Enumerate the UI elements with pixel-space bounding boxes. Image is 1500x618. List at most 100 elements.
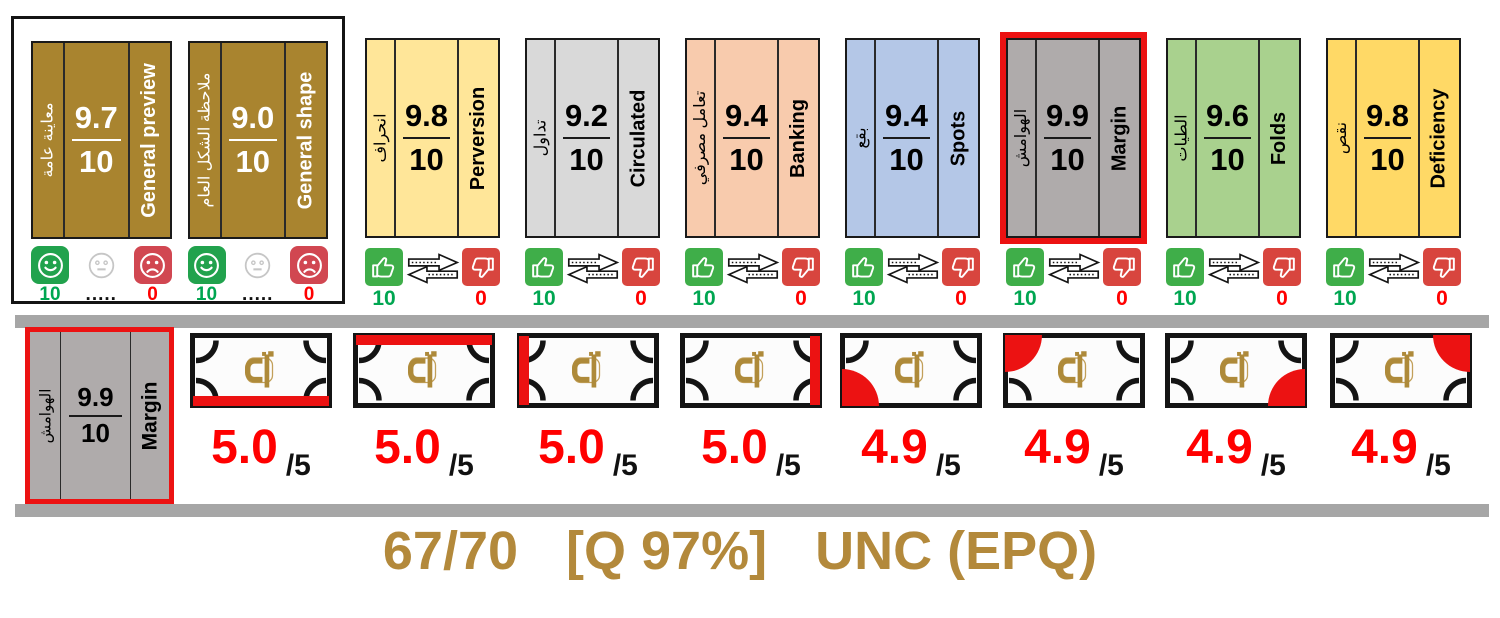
thumb-up-icon[interactable] bbox=[365, 248, 403, 286]
edge-score: 4.9 /5 bbox=[1330, 424, 1472, 481]
edge-score: 4.9 /5 bbox=[1165, 424, 1307, 481]
arabic-label: تعامل مصرفي bbox=[692, 90, 710, 186]
swap-arrows-icon bbox=[565, 247, 621, 287]
score-value: 9.4 bbox=[724, 98, 769, 134]
banknote-icon-top-edge bbox=[353, 333, 495, 408]
thumb-rating-scale bbox=[1166, 247, 1301, 287]
thumb-rating-scale bbox=[1326, 247, 1461, 287]
edge-score-denominator: /5 bbox=[1425, 449, 1451, 482]
thumb-up-icon[interactable] bbox=[685, 248, 723, 286]
thumb-down-icon[interactable] bbox=[1423, 248, 1461, 286]
face-rating-scale bbox=[187, 246, 328, 284]
thumb-scale-values: 10 0 bbox=[365, 287, 500, 311]
section-divider-bar bbox=[15, 315, 1489, 328]
score-fraction: 9.9 10 bbox=[61, 381, 130, 449]
thumb-up-icon[interactable] bbox=[525, 248, 563, 286]
scale-min-label: 0 bbox=[303, 284, 315, 305]
cbi-logo-icon bbox=[565, 348, 611, 394]
scale-max-label: 10 bbox=[692, 287, 716, 310]
scale-min-label: 0 bbox=[147, 284, 158, 305]
score-max: 10 bbox=[409, 142, 444, 177]
score-max: 10 bbox=[569, 142, 604, 177]
score-value: 9.0 bbox=[231, 100, 275, 136]
edge-score-value: 4.9 bbox=[1024, 421, 1091, 474]
happy-face-icon[interactable] bbox=[187, 246, 226, 284]
score-fraction: 9.4 10 bbox=[716, 98, 777, 177]
scale-min-label: 0 bbox=[1436, 287, 1448, 310]
score-value: 9.7 bbox=[74, 100, 118, 136]
arabic-label: معاينة عامة bbox=[40, 102, 58, 178]
score-max: 10 bbox=[235, 144, 270, 179]
criterion-deficiency: نقص 9.8 10 Deficiency 10 0 bbox=[1326, 38, 1461, 311]
thumb-down-icon[interactable] bbox=[1263, 248, 1301, 286]
scale-min-label: 0 bbox=[955, 287, 967, 310]
thumb-up-icon[interactable] bbox=[1166, 248, 1204, 286]
fraction-divider bbox=[228, 139, 277, 141]
thumb-up-icon[interactable] bbox=[1006, 248, 1044, 286]
arabic-label: ملاحظة الشكل العام bbox=[196, 72, 214, 208]
scale-min-label: 0 bbox=[475, 287, 487, 310]
margin-reference-card: الهوامش 9.9 10 Margin bbox=[25, 327, 174, 504]
sad-face-icon[interactable] bbox=[133, 246, 172, 284]
english-label: General preview bbox=[138, 62, 160, 218]
banknote-icon-bottom-right-corner bbox=[1165, 333, 1307, 408]
margin-mark bbox=[810, 336, 820, 405]
score-max: 10 bbox=[1050, 142, 1085, 177]
card-circulated: تداول 9.2 10 Circulated bbox=[525, 38, 660, 238]
score-fraction: 9.7 10 bbox=[65, 100, 128, 179]
edge-score-denominator: /5 bbox=[285, 449, 311, 482]
thumb-rating-scale bbox=[845, 247, 980, 287]
fraction-divider bbox=[883, 137, 930, 139]
arabic-label: بقع bbox=[852, 127, 870, 149]
neutral-face-icon[interactable] bbox=[82, 246, 120, 284]
score-fraction: 9.8 10 bbox=[396, 98, 457, 177]
card-general-shape: ملاحظة الشكل العام 9.0 10 General shape bbox=[187, 41, 328, 239]
sad-face-icon[interactable] bbox=[290, 246, 328, 284]
scale-min-label: 0 bbox=[1276, 287, 1288, 310]
thumb-rating-scale bbox=[525, 247, 660, 287]
edge-score-denominator: /5 bbox=[448, 449, 474, 482]
swap-arrows-icon bbox=[885, 247, 941, 287]
fraction-divider bbox=[69, 414, 122, 417]
scale-min-label: 0 bbox=[1116, 287, 1128, 310]
banknote-icon-left-edge bbox=[517, 333, 659, 408]
thumb-scale-values: 10 0 bbox=[845, 287, 980, 311]
score-value: 9.6 bbox=[1205, 98, 1250, 134]
fraction-divider bbox=[1204, 137, 1251, 139]
neutral-face-icon[interactable] bbox=[239, 246, 277, 284]
banknote-icon-right-edge bbox=[680, 333, 822, 408]
thumb-up-icon[interactable] bbox=[845, 248, 883, 286]
score-max: 10 bbox=[1210, 142, 1245, 177]
score-value: 9.9 bbox=[77, 381, 114, 412]
edge-score: 4.9 /5 bbox=[840, 424, 982, 481]
cbi-logo-icon bbox=[238, 348, 284, 394]
edge-score-value: 5.0 bbox=[701, 421, 768, 474]
thumb-up-icon[interactable] bbox=[1326, 248, 1364, 286]
english-label: Deficiency bbox=[1428, 87, 1450, 189]
thumb-down-icon[interactable] bbox=[462, 248, 500, 286]
edge-score-denominator: /5 bbox=[1098, 449, 1124, 482]
criterion-spots: بقع 9.4 10 Spots 10 0 bbox=[845, 38, 980, 311]
scale-max-label: 10 bbox=[532, 287, 556, 310]
card-margin-highlighted: الهوامش 9.9 10 Margin bbox=[1006, 38, 1141, 238]
thumb-down-icon[interactable] bbox=[1103, 248, 1141, 286]
arabic-label: نقص bbox=[1333, 121, 1351, 155]
english-label: Margin bbox=[1108, 105, 1130, 171]
score-fraction: 9.8 10 bbox=[1357, 98, 1418, 177]
thumb-rating-scale bbox=[685, 247, 820, 287]
thumb-down-icon[interactable] bbox=[622, 248, 660, 286]
score-fraction: 9.4 10 bbox=[876, 98, 937, 177]
total-score: 67/70 bbox=[382, 521, 519, 581]
happy-face-icon[interactable] bbox=[31, 246, 69, 284]
card-perversion: انحراف 9.8 10 Perversion bbox=[365, 38, 500, 238]
thumb-down-icon[interactable] bbox=[942, 248, 980, 286]
fraction-divider bbox=[403, 137, 450, 139]
cbi-logo-icon bbox=[728, 348, 774, 394]
banknote-icon-bottom-edge bbox=[190, 333, 332, 408]
fraction-divider bbox=[1364, 137, 1411, 139]
score-max: 10 bbox=[1370, 142, 1405, 177]
margin-mark bbox=[193, 396, 329, 406]
thumb-down-icon[interactable] bbox=[782, 248, 820, 286]
score-value: 9.2 bbox=[564, 98, 609, 134]
fraction-divider bbox=[723, 137, 770, 139]
